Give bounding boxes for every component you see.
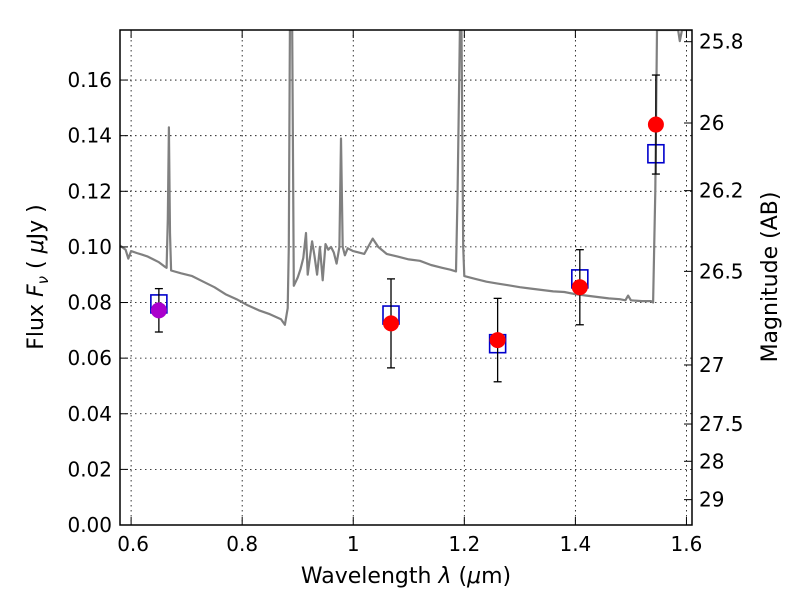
observed-point [489, 332, 506, 349]
observed-point [571, 279, 588, 296]
y-tick-label: 0.02 [67, 457, 112, 481]
observed-point [383, 315, 400, 332]
observed-point [647, 116, 664, 133]
x-tick-label: 1.4 [559, 532, 591, 556]
right-axis-label: Magnitude (AB) [758, 192, 783, 363]
plot-content [120, 30, 692, 383]
x-axis-label: Wavelength λ (μm) [301, 564, 511, 589]
right-tick-label: 29 [699, 488, 724, 512]
grid [120, 30, 692, 525]
y-axis-label: Flux Fν ( μJy ) [24, 204, 52, 349]
y-tick-label: 0.14 [67, 124, 112, 148]
right-tick-label: 26.2 [699, 179, 744, 203]
y-tick-label: 0.10 [67, 235, 112, 259]
right-tick-label: 27 [699, 353, 724, 377]
right-tick-label: 28 [699, 449, 724, 473]
ticks: 0.8 1 1.2 1.4 1.6 0.60.00 0.02 0.04 0.06 0.08 0.10… [67, 30, 743, 556]
observed-point [150, 302, 167, 319]
y-tick-label: 0.06 [67, 346, 112, 370]
spectrum-line [120, 30, 692, 326]
y-tick-label: 0.16 [67, 68, 112, 92]
y-tick-label: 0.08 [67, 291, 112, 315]
right-tick-label: 26 [699, 111, 724, 135]
right-tick-label: 27.5 [699, 412, 744, 436]
x-tick-label: 1.2 [448, 532, 480, 556]
x-tick-label: 1 [347, 532, 360, 556]
plot-area [120, 30, 692, 383]
y-tick-label: 0.12 [67, 179, 112, 203]
right-tick-label: 25.8 [699, 30, 744, 54]
right-tick-label: 26.5 [699, 259, 744, 283]
x-tick-label: 0.8 [226, 532, 258, 556]
x-tick-label: 1.6 [671, 532, 703, 556]
plot-frame [119, 29, 693, 526]
y-tick-label: 0.00 [67, 513, 112, 537]
x-tick-label: 0.6 [117, 532, 149, 556]
y-tick-label: 0.04 [67, 402, 112, 426]
